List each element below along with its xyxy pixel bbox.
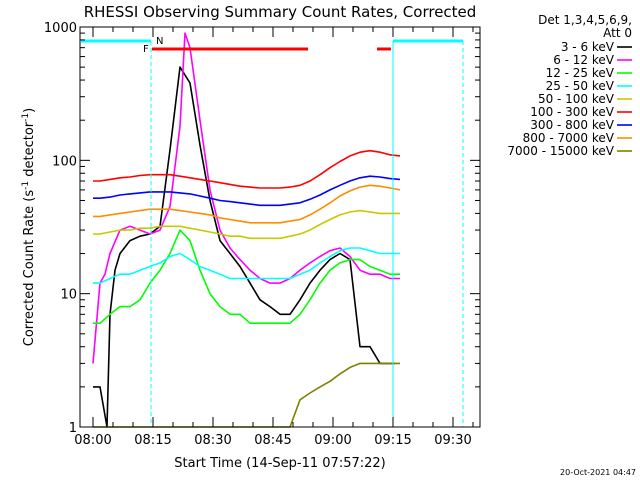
x-axis-title: Start Time (14-Sep-11 07:57:22) [174,456,385,471]
y-axis-title-sup1: -1 [21,181,31,190]
night-flag-label: N [156,36,163,47]
legend-label-0: 3 - 6 keV [561,40,615,54]
plot-frame [79,26,481,428]
series-line-7 [93,184,401,224]
series-line-4 [93,209,400,240]
y-tick-label-1: 10 [60,288,77,303]
legend-label-6: 300 - 800 keV [530,118,614,132]
legend-label-3: 25 - 50 keV [546,79,615,93]
x-tick-label-2: 08:30 [194,433,231,448]
series-line-0 [93,66,395,428]
series-line-2 [93,229,400,325]
legend-label-8: 7000 - 15000 keV [507,144,614,158]
flare-flag-label: F [143,44,149,55]
x-axis: 08:00 08:15 08:30 08:45 09:00 09:15 09:30 [74,27,474,448]
legend-label-5: 100 - 300 keV [530,105,614,119]
x-tick-label-6: 09:30 [434,433,471,448]
legend-detectors-line1: Det 1,3,4,5,6,9, [538,13,632,27]
y-tick-label-2: 100 [52,154,77,169]
y-axis-title-sup2: -1 [21,113,31,122]
footer-date: 20-Oct-2021 04:47 [560,468,636,477]
legend-label-2: 12 - 25 keV [546,66,615,80]
x-tick-label-3: 08:45 [254,433,291,448]
series-line-6 [93,175,401,207]
y-axis: 1 10 100 1000 [44,21,480,436]
y-axis-title-end: ) [22,108,37,113]
y-tick-label-3: 1000 [44,21,77,36]
y-axis-title-mid: detector [22,121,37,181]
legend-label-7: 800 - 7000 keV [523,131,615,145]
y-axis-title: Corrected Count Rate (s-1 detector-1) [21,108,37,346]
series-line-1 [92,32,400,364]
y-axis-title-main: Corrected Count Rate (s [22,190,37,347]
x-tick-label-5: 09:15 [374,433,411,448]
chart-title: RHESSI Observing Summary Count Rates, Co… [84,3,477,21]
series-line-5 [93,149,401,189]
x-tick-label-4: 09:00 [314,433,351,448]
series-layer [92,32,401,428]
legend-label-4: 50 - 100 keV [538,92,615,106]
x-tick-label-0: 08:00 [74,433,111,448]
legend-label-1: 6 - 12 keV [553,53,615,67]
overlay-layer: FN [81,36,464,427]
legend-detectors-line2: Att 0 [603,26,632,40]
y-tick-label-0: 1 [69,421,77,436]
x-tick-label-1: 08:15 [134,433,171,448]
series-line-3 [93,247,400,284]
